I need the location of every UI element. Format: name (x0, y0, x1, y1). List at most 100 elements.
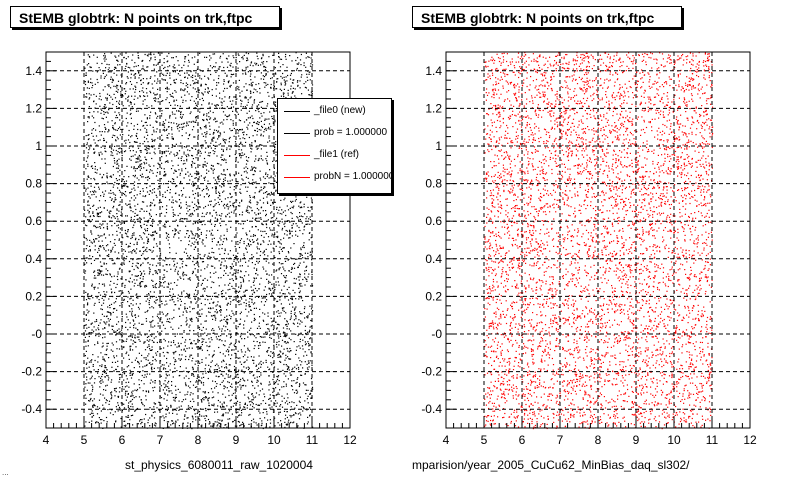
scatter-point (93, 398, 95, 400)
scatter-point (107, 183, 109, 185)
scatter-point (251, 420, 253, 422)
scatter-point (184, 94, 186, 96)
scatter-point (164, 386, 166, 389)
scatter-point (274, 119, 276, 121)
scatter-point (141, 238, 143, 240)
scatter-point (106, 384, 108, 386)
scatter-point (162, 278, 164, 280)
scatter-point (202, 391, 204, 393)
scatter-point (263, 82, 265, 84)
scatter-point (137, 97, 139, 99)
scatter-point (307, 89, 309, 91)
scatter-point (153, 367, 155, 369)
scatter-point (279, 299, 281, 301)
scatter-point (232, 287, 234, 289)
scatter-point (211, 240, 213, 243)
scatter-point (105, 416, 108, 419)
scatter-point (268, 262, 270, 264)
scatter-point (206, 212, 208, 214)
scatter-point (182, 89, 184, 91)
scatter-point (304, 344, 307, 346)
scatter-point (135, 73, 137, 75)
scatter-point (256, 134, 258, 136)
scatter-point (222, 111, 225, 113)
scatter-point (213, 119, 215, 121)
scatter-point (136, 390, 138, 392)
scatter-point (92, 386, 94, 388)
scatter-point (307, 316, 309, 318)
scatter-point (91, 165, 93, 167)
scatter-point (251, 148, 253, 150)
scatter-point (214, 225, 216, 227)
scatter-point (274, 72, 277, 74)
scatter-point (243, 361, 245, 364)
scatter-point (146, 92, 148, 94)
scatter-point (208, 170, 210, 172)
scatter-point (262, 362, 264, 364)
scatter-point (222, 353, 224, 355)
scatter-point (218, 135, 220, 137)
scatter-point (172, 96, 174, 98)
scatter-point (305, 343, 307, 345)
scatter-point (135, 65, 137, 67)
scatter-point (139, 235, 141, 237)
scatter-point (240, 409, 243, 411)
scatter-point (279, 355, 282, 357)
scatter-point (123, 340, 125, 343)
scatter-point (115, 331, 117, 333)
scatter-point (107, 244, 109, 246)
scatter-point (248, 329, 251, 331)
scatter-point (113, 205, 115, 207)
scatter-point (167, 233, 170, 235)
scatter-point (186, 218, 188, 220)
scatter-point (146, 176, 149, 178)
scatter-point (130, 339, 132, 341)
scatter-point (229, 330, 231, 332)
scatter-point (100, 77, 102, 79)
scatter-point (213, 136, 215, 138)
scatter-point (224, 96, 226, 98)
scatter-point (299, 401, 301, 403)
scatter-point (271, 115, 273, 118)
scatter-point (151, 133, 153, 136)
scatter-point (90, 185, 92, 187)
scatter-point (111, 391, 113, 393)
scatter-point (238, 148, 240, 151)
scatter-point (162, 265, 164, 267)
scatter-point (295, 278, 297, 280)
scatter-point (263, 241, 265, 243)
scatter-point (175, 56, 177, 58)
scatter-point (246, 112, 248, 114)
scatter-point (288, 351, 290, 353)
scatter-point (140, 108, 143, 110)
scatter-point (200, 382, 203, 384)
scatter-point (270, 251, 272, 253)
scatter-point (135, 265, 137, 267)
scatter-point (195, 78, 197, 80)
scatter-point (141, 323, 143, 325)
scatter-point (286, 411, 288, 413)
scatter-point (293, 319, 295, 321)
scatter-point (310, 397, 312, 399)
scatter-point (276, 341, 278, 343)
scatter-point (92, 256, 94, 258)
scatter-point (291, 60, 293, 62)
scatter-point (95, 238, 97, 240)
scatter-point (110, 393, 112, 395)
scatter-point (187, 54, 189, 56)
scatter-point (121, 148, 123, 150)
scatter-point (166, 87, 168, 89)
scatter-point (214, 267, 216, 269)
scatter-point (172, 137, 174, 139)
scatter-point (88, 219, 90, 221)
scatter-point (116, 213, 118, 215)
scatter-point (132, 88, 134, 90)
scatter-point (115, 286, 117, 289)
scatter-point (117, 80, 120, 82)
scatter-point (135, 208, 137, 211)
scatter-point (255, 226, 257, 228)
scatter-point (277, 240, 279, 243)
scatter-point (242, 137, 244, 139)
scatter-point (178, 130, 180, 132)
scatter-point (137, 315, 140, 317)
